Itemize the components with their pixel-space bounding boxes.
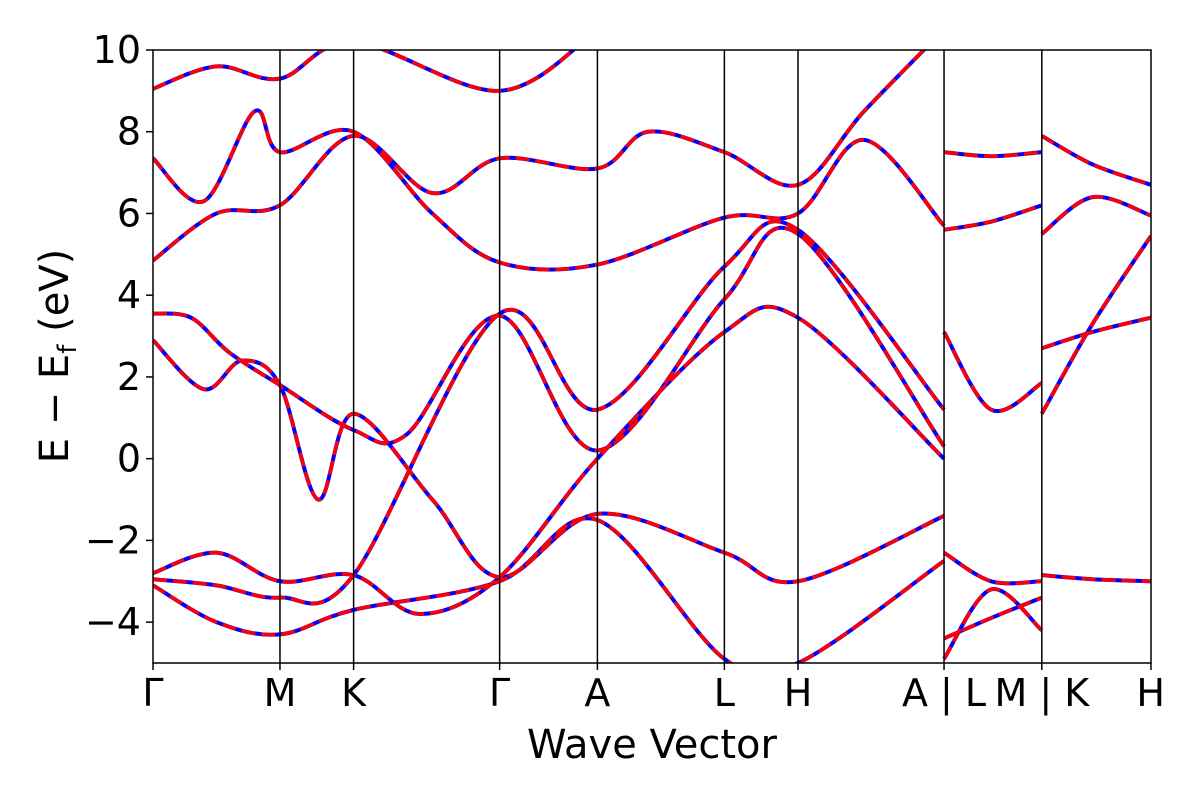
band-line-series-1-band-13: [942, 587, 1043, 660]
band-line-series-1-band-16: [1041, 315, 1151, 350]
y-ticks: 10 8 6 4 2 0 −2 −4: [85, 28, 153, 644]
y-axis-label-main: E − E: [32, 354, 78, 464]
band-line-series-1-band-6: [153, 219, 946, 606]
band-line-series-0-band-7: [153, 516, 946, 663]
y-tick-label-3: 4: [117, 273, 141, 317]
band-line-series-1-band-12: [943, 595, 1043, 641]
y-tick-label-5: 0: [117, 437, 141, 481]
band-line-series-1-band-14: [1040, 134, 1151, 187]
band-line-series-1-band-9: [943, 203, 1043, 232]
band-line-series-1-band-18: [1041, 573, 1151, 584]
y-axis-label-sub: f: [53, 344, 83, 354]
x-tick-label-2: K: [341, 671, 367, 715]
x-tick-label-3: Γ: [489, 671, 510, 715]
y-tick-label-1: 8: [117, 110, 141, 154]
band-line-series-1-band-4: [153, 338, 945, 585]
x-tick-label-6: H: [784, 671, 813, 715]
x-tick-label-1: M: [264, 671, 297, 715]
y-tick-label-0: 10: [93, 28, 141, 72]
x-tick-label-8: M | K: [994, 671, 1090, 716]
y-tick-label-7: −4: [85, 600, 141, 644]
band-line-series-1-band-1: [153, 108, 946, 272]
y-axis-label: E − Ef (eV): [32, 249, 83, 464]
band-line-series-1-band-11: [943, 551, 1042, 586]
x-tick-label-9: H: [1136, 671, 1165, 715]
plot-frame: [152, 49, 1152, 664]
y-axis-label-unit: (eV): [32, 249, 78, 345]
band-line-series-1-band-15: [1040, 195, 1151, 236]
band-line-series-1-band-5: [153, 305, 946, 616]
band-line-series-1-band-0: [153, 50, 576, 93]
x-axis-label: Wave Vector: [527, 722, 778, 768]
band-line-series-1-band-8: [943, 150, 1042, 158]
y-tick-label-2: 6: [117, 191, 141, 235]
band-line-series-1-band-10: [942, 331, 1043, 413]
y-tick-label-4: 2: [117, 355, 141, 399]
y-tick-label-6: −2: [85, 518, 141, 562]
x-tick-label-0: Γ: [142, 671, 163, 715]
high-symmetry-lines: [279, 50, 1043, 663]
band-line-series-1-band-17: [1040, 234, 1151, 415]
x-tick-label-5: L: [714, 671, 735, 715]
x-tick-label-7: A | L: [902, 671, 986, 716]
x-tick-label-4: A: [584, 671, 610, 715]
